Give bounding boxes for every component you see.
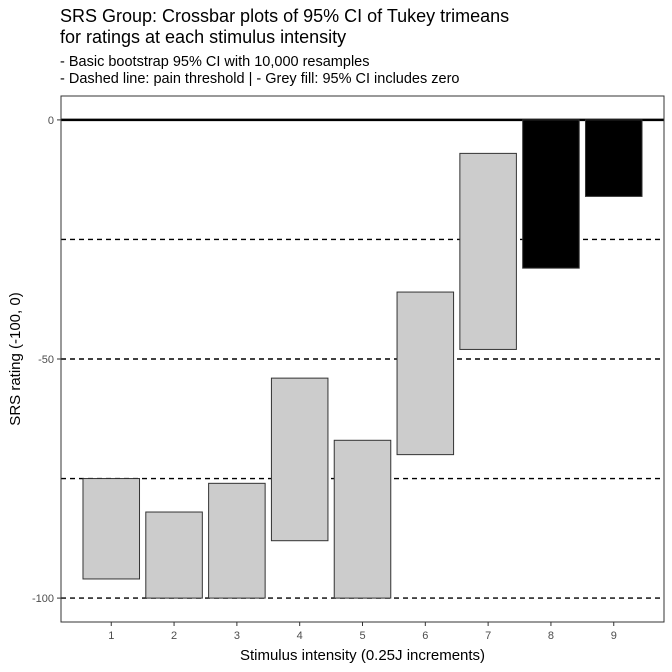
y-axis-label: SRS rating (-100, 0)	[7, 292, 24, 425]
x-tick-label: 2	[171, 630, 177, 642]
y-tick-label: -50	[38, 354, 54, 366]
chart-subtitle-line-1: - Basic bootstrap 95% CI with 10,000 res…	[60, 54, 370, 70]
chart-title: SRS Group: Crossbar plots of 95% CI of T…	[60, 6, 509, 48]
chart-subtitle-line-2: - Dashed line: pain threshold | - Grey f…	[60, 71, 460, 87]
x-tick-label: 3	[234, 630, 240, 642]
x-axis-label: Stimulus intensity (0.25J increments)	[240, 647, 485, 664]
crossbar-6	[396, 291, 455, 456]
y-axis: 0 -50 -100	[32, 115, 61, 605]
x-tick-label: 1	[108, 630, 114, 642]
crossbar-1	[82, 478, 141, 580]
y-tick-label: -100	[32, 593, 54, 605]
crossbar-series	[82, 119, 643, 599]
crossbar-5	[333, 439, 392, 599]
crossbar-2	[145, 511, 203, 599]
crossbar-3	[208, 482, 266, 599]
x-tick-label: 6	[422, 630, 428, 642]
x-axis: 1 2 3 4 5 6 7 8 9	[108, 622, 617, 642]
crossbar-4	[270, 377, 329, 542]
x-tick-label: 8	[548, 630, 554, 642]
x-tick-label: 4	[297, 630, 303, 642]
x-tick-label: 9	[611, 630, 617, 642]
x-tick-label: 7	[485, 630, 491, 642]
chart-title-line-1: SRS Group: Crossbar plots of 95% CI of T…	[60, 6, 510, 26]
x-tick-label: 5	[359, 630, 365, 642]
crossbar-7	[459, 152, 517, 350]
y-tick-label: 0	[48, 115, 54, 127]
crossbar-8	[522, 119, 580, 269]
chart-title-line-2: for ratings at each stimulus intensity	[60, 27, 347, 47]
crossbar-9	[584, 119, 643, 197]
